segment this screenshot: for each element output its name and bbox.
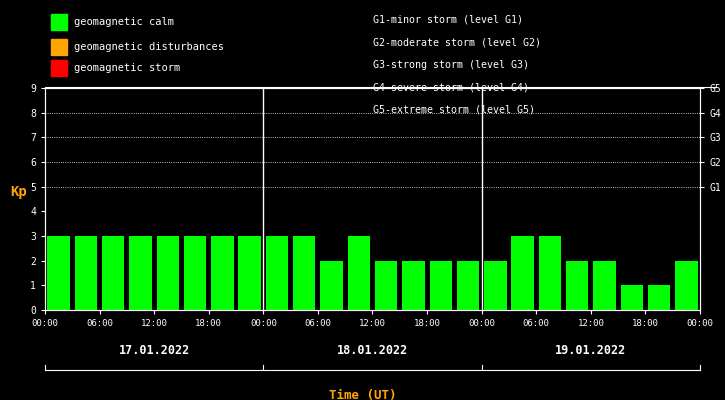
Bar xyxy=(675,261,697,310)
Bar xyxy=(511,236,534,310)
Bar xyxy=(75,236,97,310)
Bar xyxy=(402,261,425,310)
Bar xyxy=(239,236,261,310)
Text: G3-strong storm (level G3): G3-strong storm (level G3) xyxy=(373,60,529,70)
Bar xyxy=(157,236,179,310)
Y-axis label: Kp: Kp xyxy=(11,185,28,199)
Bar xyxy=(539,236,561,310)
Bar xyxy=(375,261,397,310)
Text: Time (UT): Time (UT) xyxy=(328,388,397,400)
Text: geomagnetic disturbances: geomagnetic disturbances xyxy=(74,42,224,52)
Bar xyxy=(211,236,233,310)
Text: 19.01.2022: 19.01.2022 xyxy=(555,344,626,356)
Bar xyxy=(102,236,125,310)
Bar xyxy=(320,261,343,310)
Bar xyxy=(566,261,589,310)
Bar xyxy=(484,261,507,310)
Bar xyxy=(129,236,152,310)
Text: geomagnetic calm: geomagnetic calm xyxy=(74,17,174,27)
Bar xyxy=(621,285,643,310)
Text: geomagnetic storm: geomagnetic storm xyxy=(74,63,181,73)
Bar xyxy=(348,236,370,310)
Text: G2-moderate storm (level G2): G2-moderate storm (level G2) xyxy=(373,38,542,48)
Text: 18.01.2022: 18.01.2022 xyxy=(337,344,408,356)
Text: 17.01.2022: 17.01.2022 xyxy=(119,344,190,356)
Text: G1-minor storm (level G1): G1-minor storm (level G1) xyxy=(373,15,523,25)
Bar xyxy=(457,261,479,310)
Text: G5-extreme storm (level G5): G5-extreme storm (level G5) xyxy=(373,104,535,114)
Bar xyxy=(429,261,452,310)
Bar xyxy=(293,236,315,310)
Text: G4-severe storm (level G4): G4-severe storm (level G4) xyxy=(373,82,529,92)
Bar xyxy=(648,285,670,310)
Bar xyxy=(47,236,70,310)
Bar xyxy=(184,236,207,310)
Bar xyxy=(266,236,288,310)
Bar xyxy=(593,261,616,310)
